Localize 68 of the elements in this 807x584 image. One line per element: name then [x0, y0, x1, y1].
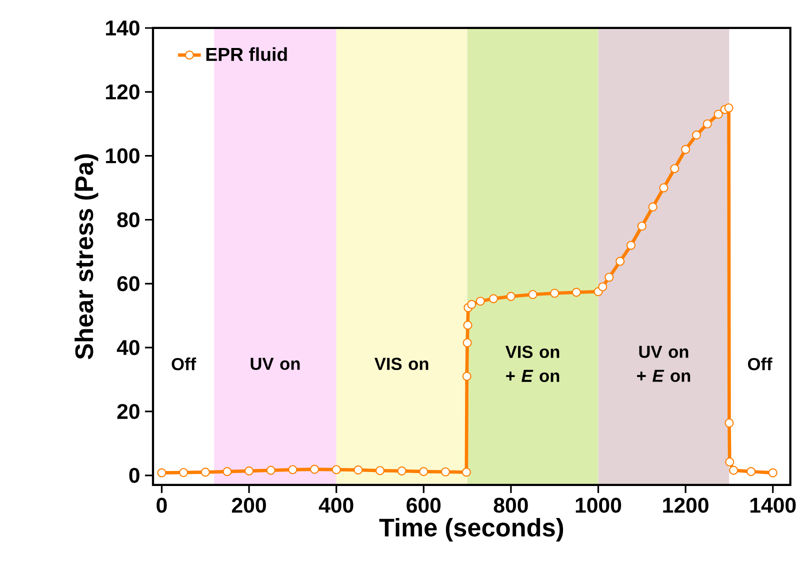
point [616, 256, 625, 266]
point [179, 468, 188, 478]
legend-label: EPR fluid [206, 47, 287, 62]
x-tick-label: 1000 [576, 498, 622, 513]
point [288, 465, 298, 474]
point [419, 467, 428, 476]
point [724, 418, 734, 428]
y-tick-label: 0 [129, 468, 140, 483]
point [244, 466, 254, 476]
point [266, 466, 276, 475]
annotation: Off [172, 358, 196, 370]
x-tick-label: 1200 [663, 498, 708, 513]
x-tick-label: 400 [318, 498, 354, 513]
point [598, 282, 608, 292]
point [746, 467, 756, 476]
x-tick-label: 1400 [750, 498, 796, 513]
point [550, 288, 560, 298]
band-label: UV on + E on [637, 346, 690, 382]
y-tick-label: 60 [117, 276, 140, 292]
x-tick-label: 0 [156, 498, 167, 513]
point [681, 144, 690, 154]
y-tick-label: 40 [116, 340, 140, 356]
point [375, 466, 385, 476]
point [462, 372, 472, 381]
point [729, 466, 738, 475]
point [506, 292, 516, 301]
point [637, 222, 646, 231]
point [488, 294, 498, 304]
y-tick-label: 20 [117, 404, 140, 420]
point [648, 202, 658, 212]
point [692, 130, 702, 140]
point [604, 272, 614, 282]
point [157, 468, 166, 478]
point [222, 467, 232, 476]
band-label: VIS on + E on [505, 346, 560, 382]
point [626, 240, 636, 250]
annotation: Off [748, 358, 772, 370]
point [528, 290, 538, 300]
point [462, 468, 471, 477]
point [462, 338, 472, 348]
x-axis-title: Time (seconds) [379, 518, 564, 542]
point [200, 468, 210, 477]
point [440, 467, 450, 476]
point [659, 183, 668, 192]
point [463, 320, 472, 330]
point [724, 103, 734, 112]
point [768, 468, 778, 478]
band-label: UV on [250, 358, 300, 370]
point [332, 465, 341, 474]
y-tick-label: 80 [117, 212, 140, 228]
x-tick-label: 200 [232, 498, 266, 513]
point [397, 466, 406, 476]
point [354, 465, 363, 474]
point [572, 288, 581, 297]
point [310, 464, 320, 474]
y-tick-label: 100 [106, 148, 140, 164]
y-tick-label: 120 [106, 84, 140, 100]
point [702, 119, 712, 128]
point [725, 457, 734, 467]
y-tick-label: 140 [106, 20, 140, 36]
x-tick-label: 800 [494, 498, 528, 513]
band-label: VIS on [374, 358, 428, 370]
point [670, 164, 680, 174]
y-axis-title: Shear stress (Pa) [74, 154, 98, 360]
point [476, 296, 485, 306]
x-tick-label: 600 [406, 498, 441, 513]
point [714, 110, 723, 119]
point [467, 300, 476, 309]
